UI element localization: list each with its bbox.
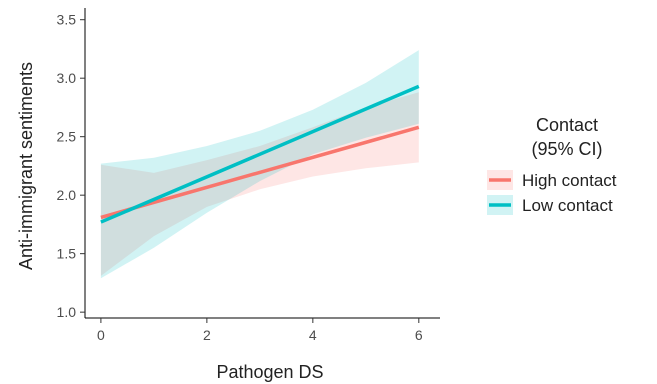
y-tick-label: 1.0 [57,304,77,320]
y-tick-label: 3.5 [57,12,77,28]
y-axis-title: Anti-immigrant sentiments [16,62,36,270]
x-tick-label: 2 [203,327,211,343]
legend-title: Contact [536,115,598,135]
ci-band-low-contact [100,50,419,279]
plot-area [100,50,420,279]
series-line-low-contact [100,84,420,224]
legend-subtitle: (95% CI) [531,139,602,159]
y-tick-label: 2.5 [57,129,77,145]
y-tick-label: 2.0 [57,187,77,203]
y-tick-label: 1.5 [57,246,77,262]
y-ticks: 1.0 1.5 2.0 2.5 3.0 3.5 [57,12,85,320]
series-line-high-contact [100,125,420,220]
x-axis-title: Pathogen DS [216,362,323,382]
x-tick-label: 4 [309,327,317,343]
y-tick-label: 3.0 [57,70,77,86]
x-ticks: 0 2 4 6 [97,318,423,343]
legend: Contact (95% CI) High contact Low contact [487,115,617,215]
ci-band-high-contact [100,92,419,276]
legend-label: Low contact [522,196,613,215]
legend-label: High contact [522,171,617,190]
x-tick-label: 0 [97,327,105,343]
legend-items: High contact Low contact [487,170,617,215]
x-tick-label: 6 [415,327,423,343]
